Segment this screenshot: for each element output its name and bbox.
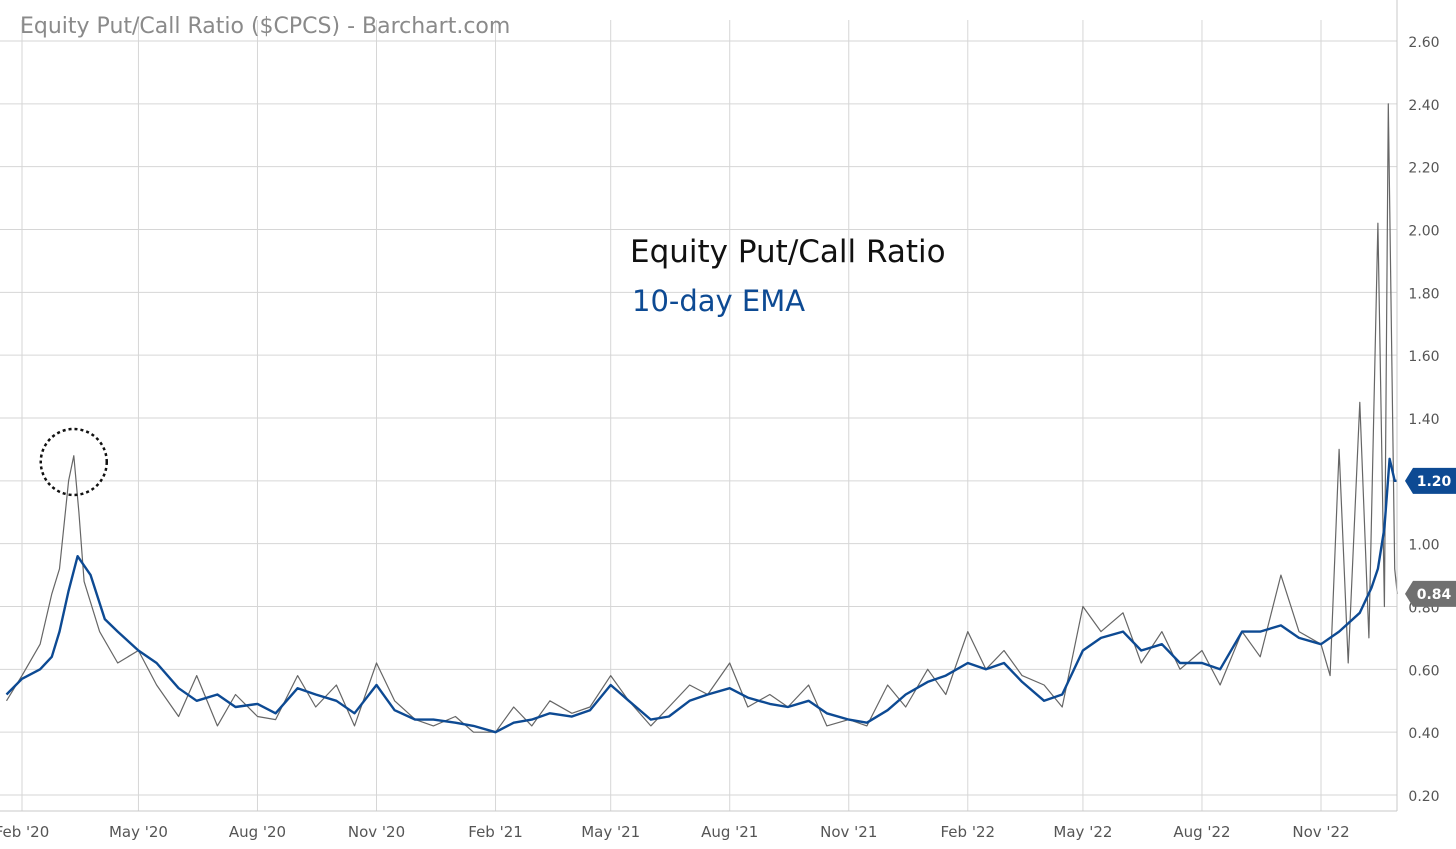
y-tick-label: 1.60 [1408,349,1439,365]
x-tick-label: Feb '20 [0,823,49,841]
x-tick-label: Aug '20 [229,823,286,841]
y-tick-label: 2.40 [1408,98,1439,114]
last-value-marker: 0.84 [1405,580,1456,607]
y-tick-label: 2.00 [1408,224,1439,240]
y-tick-label: 2.20 [1408,161,1439,177]
x-tick-label: Nov '20 [348,823,405,841]
y-tick-label: 1.40 [1408,412,1439,428]
y-tick-label: 0.40 [1408,726,1439,742]
y-tick-label: 1.00 [1408,538,1439,554]
last-value-tag [1405,580,1456,607]
grid-layer [0,20,1397,811]
series-layer [5,103,1398,734]
legend-10-day-ema: 10-day EMA [632,284,806,318]
marker-layer: 1.20 0.84 [39,427,1456,607]
y-tick-label: 0.60 [1408,663,1439,679]
x-tick-label: May '20 [109,823,168,841]
series-line-10-day-ema [5,457,1398,734]
highlight-circle [39,427,109,497]
x-tick-label: May '21 [581,823,640,841]
series-line-equity-put-call-ratio [5,103,1398,733]
last-value-label: 0.84 [1417,587,1452,603]
legend-equity-put-call-ratio: Equity Put/Call Ratio [630,234,946,270]
chart-title: Equity Put/Call Ratio ($CPCS) - Barchart… [20,14,511,39]
x-tick-label: Feb '22 [941,823,996,841]
x-tick-label: Aug '22 [1173,823,1230,841]
y-tick-label: 0.20 [1408,789,1439,805]
axis-layer: 0.200.400.600.801.001.201.401.601.802.00… [0,0,1440,841]
x-tick-label: Aug '21 [701,823,758,841]
x-tick-label: Nov '21 [820,823,877,841]
x-tick-label: Feb '21 [468,823,523,841]
last-value-label: 1.20 [1417,474,1452,490]
x-tick-label: Nov '22 [1292,823,1349,841]
y-tick-label: 2.60 [1408,35,1439,51]
x-tick-label: May '22 [1053,823,1112,841]
last-value-marker: 1.20 [1405,467,1456,494]
y-tick-label: 1.80 [1408,286,1439,302]
last-value-tag [1405,467,1456,494]
